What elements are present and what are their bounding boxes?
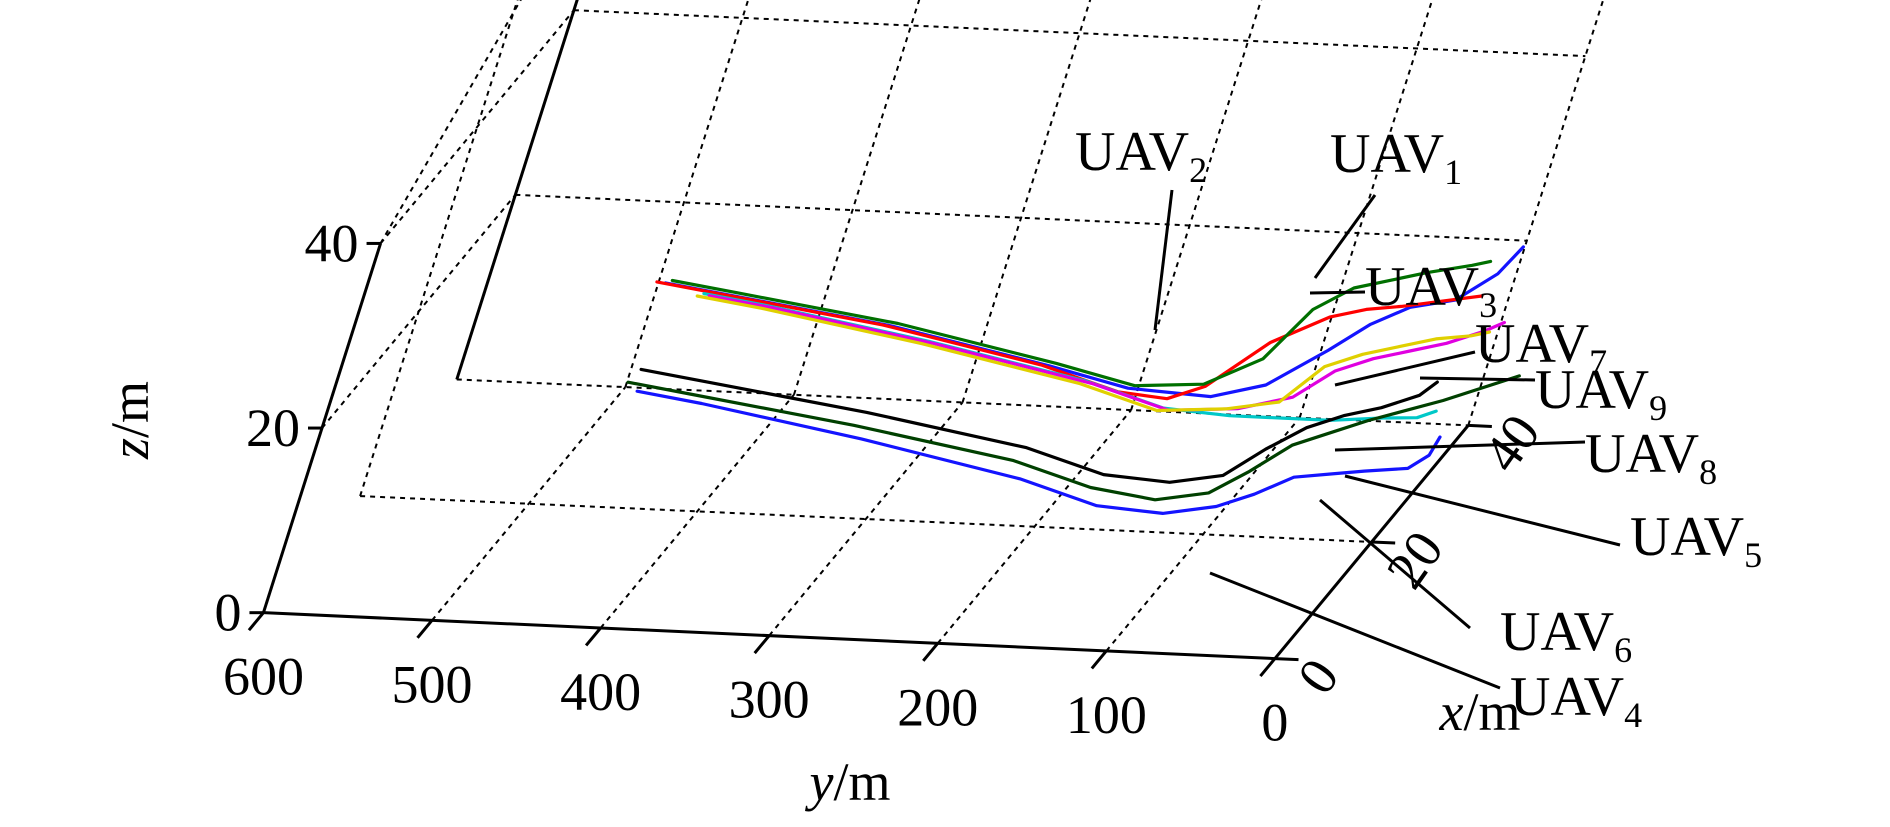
sidewall-grid-diag: [379, 0, 522, 244]
z-tick-label-20: 20: [246, 398, 300, 458]
x-tick-20: [1371, 540, 1396, 545]
z-axis-label: z/m: [100, 381, 160, 460]
y-tick-200: [922, 642, 939, 662]
series-line-uav3: [670, 259, 1493, 388]
series-label-uav7: UAV7: [1475, 313, 1607, 382]
axes: [247, 0, 1492, 678]
backwall-grid-line-y-500: [624, 0, 750, 388]
series-label-uav8: UAV8: [1585, 423, 1717, 492]
floor-grid-line-x-20: [360, 495, 1372, 543]
backwall-grid-line-z-20: [515, 193, 1527, 242]
leader-line-uav2: [1153, 189, 1174, 331]
y-tick-label-100: 100: [1066, 685, 1147, 745]
series-label-uav5: UAV5: [1630, 506, 1762, 575]
x-tick-40: [1468, 423, 1492, 428]
y-tick-label-400: 400: [560, 662, 641, 722]
series-label-uav3: UAV3: [1365, 256, 1497, 325]
y-tick-500: [416, 619, 434, 639]
leader-line-uav4: [1209, 571, 1501, 690]
series-lines: [626, 245, 1525, 515]
series-line-uav2: [655, 280, 1484, 401]
backwall-grid-line-y-300: [961, 0, 1092, 403]
floor-grid-line-y-200: [936, 409, 1132, 644]
y-tick-label-200: 200: [897, 677, 978, 737]
back-corner-line: [455, 0, 579, 380]
floor-grid-line-y-300: [768, 401, 964, 637]
series-label-uav2: UAV2: [1075, 121, 1207, 190]
y-tick-0: [1259, 657, 1277, 678]
z-tick-label-0: 0: [214, 583, 241, 643]
y-tick-label-300: 300: [729, 670, 810, 730]
backwall-grid-line-z-40: [573, 9, 1586, 58]
leader-line-uav6: [1319, 498, 1471, 630]
y-tick-300: [753, 634, 771, 655]
labels: 600 500 400 300 200 100 00204002040y/mx/mz/mUA…: [100, 121, 1762, 812]
sidewall-grid-line-x-20: [359, 0, 519, 497]
leader-line-uav3: [1309, 290, 1366, 295]
floor-grid-line-y-500: [431, 386, 627, 621]
leader-line-uav7: [1334, 350, 1476, 387]
series-label-uav6: UAV6: [1500, 601, 1632, 670]
sidewall-grid-line-z-40: [379, 9, 575, 245]
leader-line-uav1: [1313, 194, 1377, 279]
series-line-uav5: [707, 294, 1506, 412]
leader-line-uav8: [1334, 440, 1586, 452]
leader-line-uav9: [1419, 376, 1536, 382]
x-tick-label-0: 0: [1286, 648, 1351, 705]
x-tick-0: [1274, 657, 1299, 662]
series-line-uav8: [635, 389, 1442, 515]
y-axis-label: y/m: [805, 752, 891, 812]
leader-line-uav5: [1344, 474, 1621, 547]
series-label-uav9: UAV9: [1535, 359, 1667, 428]
series-line-uav7: [639, 367, 1439, 484]
series-label-uav4: UAV4: [1510, 666, 1642, 735]
series-line-uav9: [626, 374, 1521, 502]
y-tick-label-0: 0: [1261, 693, 1288, 753]
y-tick-label-500: 500: [392, 654, 473, 714]
backwall-grid-line-y-200: [1130, 0, 1263, 411]
y-tick-label-600: 600: [223, 647, 304, 707]
x-tick-label-20: 20: [1375, 520, 1455, 599]
backwall-grid-line-y-600: [455, 0, 579, 380]
z-tick-label-40: 40: [305, 213, 359, 273]
y-tick-600: [247, 611, 265, 632]
y-tick-400: [584, 627, 602, 647]
y-tick-100: [1090, 649, 1108, 670]
series-label-uav1: UAV1: [1330, 123, 1462, 192]
floor-grid-line-y-400: [599, 394, 795, 629]
backwall-grid-line-y-400: [792, 0, 921, 396]
series-line-uav6: [695, 294, 1492, 413]
x-axis-label: x/m: [1439, 682, 1521, 742]
